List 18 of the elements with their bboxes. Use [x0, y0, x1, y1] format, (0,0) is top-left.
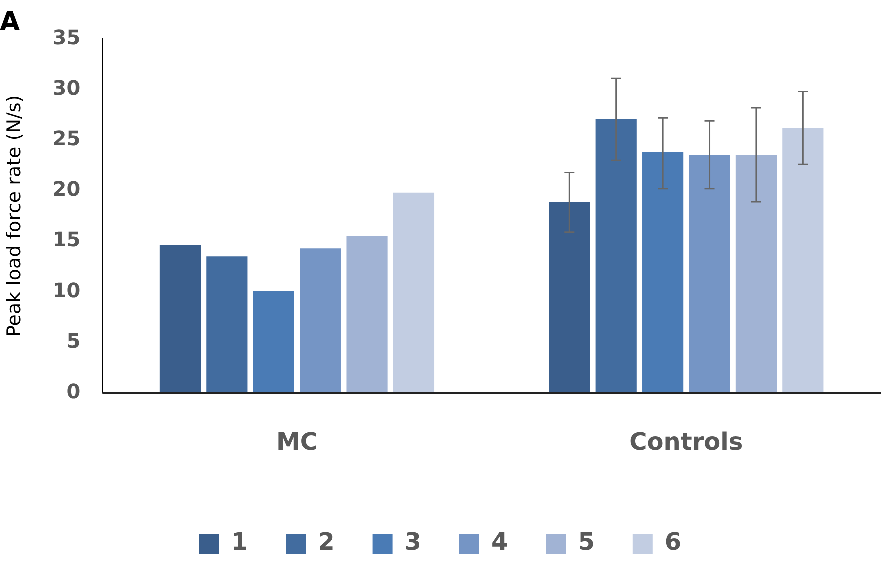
y-tick-label: 30 [52, 76, 81, 100]
y-tick-label: 20 [52, 177, 81, 202]
legend-label: 5 [578, 528, 595, 556]
y-tick-label: 25 [52, 126, 81, 151]
legend-label: 2 [318, 528, 335, 556]
legend-label: 1 [231, 528, 248, 556]
y-axis-title: Peak load force rate (N/s) [3, 95, 26, 338]
y-tick-label: 35 [52, 25, 81, 50]
y-tick-label: 10 [52, 278, 81, 302]
y-tick-label: 5 [66, 328, 81, 353]
legend-label: 6 [664, 528, 682, 556]
y-tick-label: 0 [66, 379, 81, 404]
x-tick-label: MC [276, 428, 318, 456]
chart-title: A [0, 7, 20, 38]
x-tick-label: Controls [630, 428, 744, 456]
y-tick-label: 15 [52, 228, 81, 252]
legend-label: 4 [492, 528, 508, 556]
legend-label: 3 [404, 528, 422, 556]
